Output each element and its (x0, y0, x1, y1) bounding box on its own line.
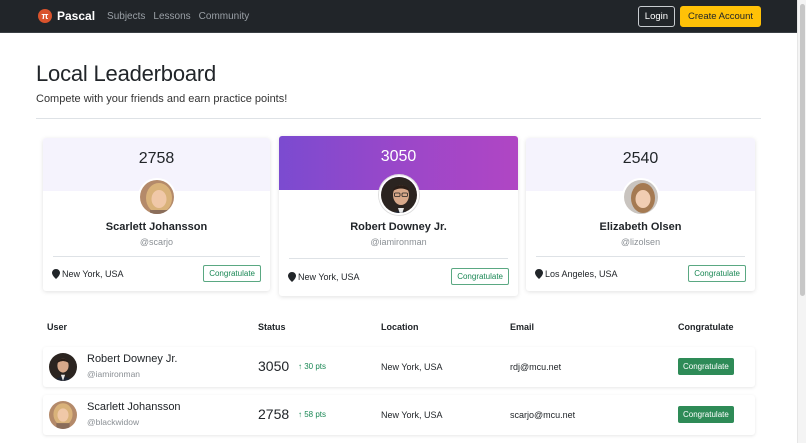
row-user-name: Scarlett Johansson (87, 401, 181, 413)
arrow-up-icon: ↑ (298, 410, 305, 419)
row-points: 3050 (258, 358, 290, 374)
card-location: New York, USA (52, 268, 124, 279)
avatar-image-icon (49, 401, 77, 429)
column-header-location: Location (381, 322, 419, 332)
card-name: Scarlett Johansson (105, 221, 208, 233)
table-row: Scarlett Johansson @blackwidow 2758 ↑ 58… (43, 395, 755, 435)
nav-link-subjects[interactable]: Subjects (107, 10, 146, 22)
avatar-image-icon (139, 180, 174, 214)
card-location-text: New York, USA (62, 268, 124, 279)
card-handle: @scarjo (139, 237, 174, 247)
avatar (137, 178, 176, 216)
card-points: 2540 (622, 150, 659, 167)
avatar (378, 175, 419, 215)
podium-card-second: 2758 Scarlett Johansson @scarjo New York… (43, 138, 270, 291)
row-points-delta-text: 30 pts (304, 362, 327, 371)
column-header-status: Status (258, 322, 286, 332)
avatar (49, 401, 77, 429)
congratulate-button[interactable]: Congratulate (203, 265, 261, 282)
avatar-image-icon (623, 180, 658, 214)
card-points: 2758 (138, 150, 175, 167)
map-pin-icon (535, 268, 543, 279)
row-points-delta: ↑ 30 pts (298, 362, 326, 371)
table-header: User Status Location Email Congratulate (47, 322, 797, 336)
page-subtitle: Compete with your friends and earn pract… (36, 93, 288, 105)
map-pin-icon (288, 271, 296, 282)
nav-actions: Login Create Account (637, 5, 761, 27)
card-footer: New York, USA Congratulate (288, 268, 509, 285)
header: Local Leaderboard Compete with your frie… (0, 61, 797, 119)
row-email: rdj@mcu.net (510, 362, 562, 372)
nav-link-lessons[interactable]: Lessons (153, 10, 191, 22)
row-user-handle: @blackwidow (87, 417, 140, 427)
card-handle: @lizolsen (620, 237, 661, 247)
congratulate-button[interactable]: Congratulate (688, 265, 746, 282)
column-header-congratulate: Congratulate (678, 322, 734, 332)
nav-link-community[interactable]: Community (198, 10, 250, 22)
avatar-image-icon (380, 177, 417, 213)
card-location: Los Angeles, USA (535, 268, 618, 279)
column-header-email: Email (510, 322, 535, 332)
card-name: Robert Downey Jr. (350, 221, 447, 233)
map-pin-icon (52, 268, 60, 279)
page-title: Local Leaderboard (36, 61, 217, 86)
row-email: scarjo@mcu.net (510, 410, 576, 420)
row-location: New York, USA (381, 362, 443, 372)
card-location-text: Los Angeles, USA (545, 268, 618, 279)
row-location: New York, USA (381, 410, 443, 420)
card-footer: Los Angeles, USA Congratulate (535, 265, 746, 282)
create-account-button[interactable]: Create Account (680, 5, 761, 27)
card-points: 3050 (380, 148, 417, 165)
card-divider (53, 256, 260, 257)
card-location: New York, USA (288, 271, 360, 282)
pi-logo-icon: π (38, 9, 52, 23)
scrollbar-thumb[interactable] (800, 4, 805, 296)
login-button[interactable]: Login (637, 5, 676, 27)
brand-name: Pascal (57, 9, 96, 23)
row-points: 2758 (258, 406, 290, 422)
congratulate-button[interactable]: Congratulate (451, 268, 509, 285)
congratulate-button[interactable]: Congratulate (678, 406, 734, 423)
avatar (49, 353, 77, 381)
vertical-scrollbar[interactable] (797, 0, 806, 443)
brand-link[interactable]: π Pascal (38, 9, 95, 23)
avatar (621, 178, 660, 216)
card-location-text: New York, USA (298, 271, 360, 282)
navbar: π Pascal Subjects Lessons Community Logi… (0, 0, 797, 33)
row-user-handle: @iamironman (87, 369, 141, 379)
nav-links: Subjects Lessons Community (107, 11, 249, 22)
podium-card-first: 3050 Robert Downey Jr. @iamironman (279, 136, 518, 296)
avatar-image-icon (49, 353, 77, 381)
card-footer: New York, USA Congratulate (52, 265, 261, 282)
card-divider (536, 256, 745, 257)
table-row: Robert Downey Jr. @iamironman 3050 ↑ 30 … (43, 347, 755, 387)
row-points-delta-text: 58 pts (304, 410, 327, 419)
column-header-user: User (47, 322, 68, 332)
card-divider (289, 258, 508, 259)
arrow-up-icon: ↑ (298, 362, 305, 371)
podium-card-third: 2540 Elizabeth Olsen @lizolsen Los Angel… (526, 138, 755, 291)
card-name: Elizabeth Olsen (599, 221, 682, 233)
row-points-delta: ↑ 58 pts (298, 410, 326, 419)
congratulate-button[interactable]: Congratulate (678, 358, 734, 375)
row-user-name: Robert Downey Jr. (87, 353, 178, 365)
card-handle: @iamironman (370, 237, 427, 247)
header-divider (36, 118, 761, 119)
